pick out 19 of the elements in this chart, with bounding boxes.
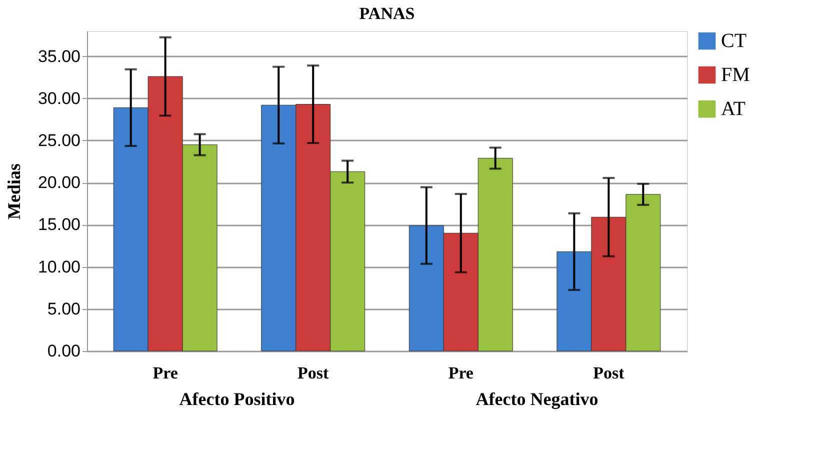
y-tick-label: 10.00 (38, 257, 80, 276)
x-tick-label: Pre (152, 364, 178, 382)
x-tick-label: Post (298, 364, 330, 382)
y-tick-label: 5.00 (47, 299, 80, 318)
chart-title: PANAS (359, 4, 415, 23)
y-tick-label: 30.00 (38, 88, 80, 108)
text: Afecto Positivo (179, 389, 295, 409)
y-tick-label: 20.00 (38, 173, 80, 192)
legend-label: FM (721, 64, 750, 86)
y-tick-label: 25.00 (38, 130, 80, 150)
legend-label: AT (721, 98, 746, 120)
y-tick-label: 0.00 (47, 342, 80, 360)
legend-label: CT (721, 30, 747, 52)
text: Afecto Negativo (476, 389, 598, 409)
x-tick-label: Post (593, 364, 625, 382)
y-tick-label: 35.00 (38, 46, 80, 66)
y-tick-label: 15.00 (38, 215, 80, 234)
x-tick-label: Pre (448, 364, 474, 382)
y-axis-title: Medias (4, 164, 24, 220)
